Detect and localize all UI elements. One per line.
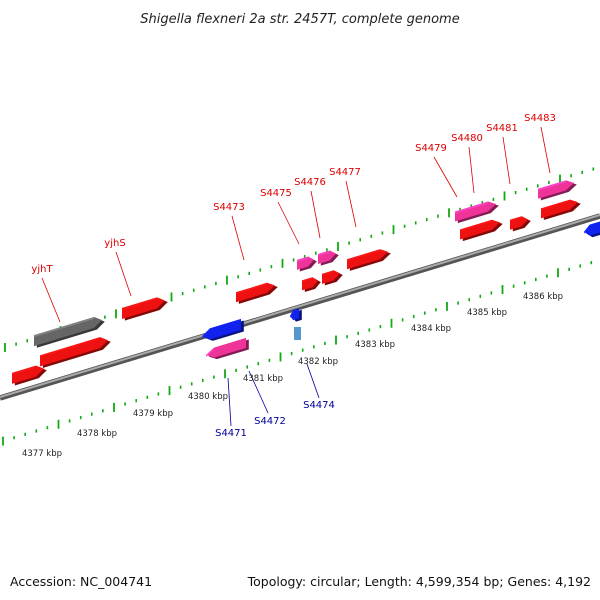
kbp-label: 4380 kbp xyxy=(188,392,228,402)
kbp-label: 4378 kbp xyxy=(77,429,117,439)
gene-arrow xyxy=(236,282,278,304)
label-leader xyxy=(231,215,245,261)
gene-arrow xyxy=(538,180,577,201)
label-leader xyxy=(306,363,320,399)
gene-arrow xyxy=(12,365,47,386)
summary-text: Topology: circular; Length: 4,599,354 bp… xyxy=(247,574,591,589)
gene-arrow xyxy=(541,199,581,220)
kbp-label: 4377 kbp xyxy=(22,449,62,459)
gene-arrow xyxy=(302,277,321,292)
gene-label: S4472 xyxy=(254,416,286,427)
gene-arrow xyxy=(122,297,168,321)
label-leader xyxy=(468,146,475,194)
gene-arrow xyxy=(460,219,503,242)
gene-arrow xyxy=(347,249,391,271)
gene-arrow xyxy=(455,201,499,224)
label-leader xyxy=(502,136,511,185)
forward-gene-labels: yjhT yjhS S4473 S4475 S4476 S4477 S4479 … xyxy=(31,113,555,275)
label-leader xyxy=(277,201,300,245)
gene-block xyxy=(294,327,301,340)
label-leaders xyxy=(41,126,551,427)
kbp-label: 4383 kbp xyxy=(355,340,395,350)
gene-arrow xyxy=(206,337,249,360)
label-leader xyxy=(433,156,458,198)
gene-arrow xyxy=(202,318,244,341)
gene-arrow xyxy=(34,316,105,348)
gene-arrow xyxy=(510,216,531,232)
gene-label: S4475 xyxy=(260,188,292,199)
label-leader xyxy=(248,370,269,414)
gene-arrow xyxy=(584,221,600,238)
gene-arrow xyxy=(290,308,302,322)
label-leader xyxy=(115,251,132,297)
gene-label: S4481 xyxy=(486,123,518,134)
kbp-label: 4384 kbp xyxy=(411,324,451,334)
kbp-label: 4386 kbp xyxy=(523,292,563,302)
gene-features xyxy=(12,180,600,386)
gene-label: S4474 xyxy=(303,400,335,411)
label-leader xyxy=(540,126,551,174)
gene-label: S4479 xyxy=(415,143,447,154)
gene-label: yjhS xyxy=(104,238,125,249)
label-leader xyxy=(310,190,321,239)
gene-label: S4473 xyxy=(213,202,245,213)
label-leader xyxy=(345,180,357,228)
label-leader xyxy=(41,277,61,323)
gene-arrow xyxy=(40,337,111,368)
gene-label: S4477 xyxy=(329,167,361,178)
accession-text: Accession: NC_004741 xyxy=(10,574,152,589)
gene-label: S4480 xyxy=(451,133,483,144)
reverse-gene-labels: S4471 S4472 S4474 xyxy=(215,400,335,439)
kbp-label: 4382 kbp xyxy=(298,357,338,367)
gene-label: S4471 xyxy=(215,428,247,439)
gene-arrow xyxy=(297,256,317,272)
gene-arrow xyxy=(318,250,339,266)
label-leader xyxy=(227,377,232,427)
genome-backbone xyxy=(0,213,600,401)
gene-label: yjhT xyxy=(31,264,53,275)
gene-label: S4483 xyxy=(524,113,556,124)
kbp-label: 4379 kbp xyxy=(133,409,173,419)
kbp-label: 4385 kbp xyxy=(467,308,507,318)
kbp-label: 4381 kbp xyxy=(243,374,283,384)
kbp-labels: 4377 kbp 4378 kbp 4379 kbp 4380 kbp 4381… xyxy=(22,292,563,459)
gene-arrow xyxy=(322,270,343,286)
map-title: Shigella flexneri 2a str. 2457T, complet… xyxy=(140,12,459,27)
gene-label: S4476 xyxy=(294,177,326,188)
